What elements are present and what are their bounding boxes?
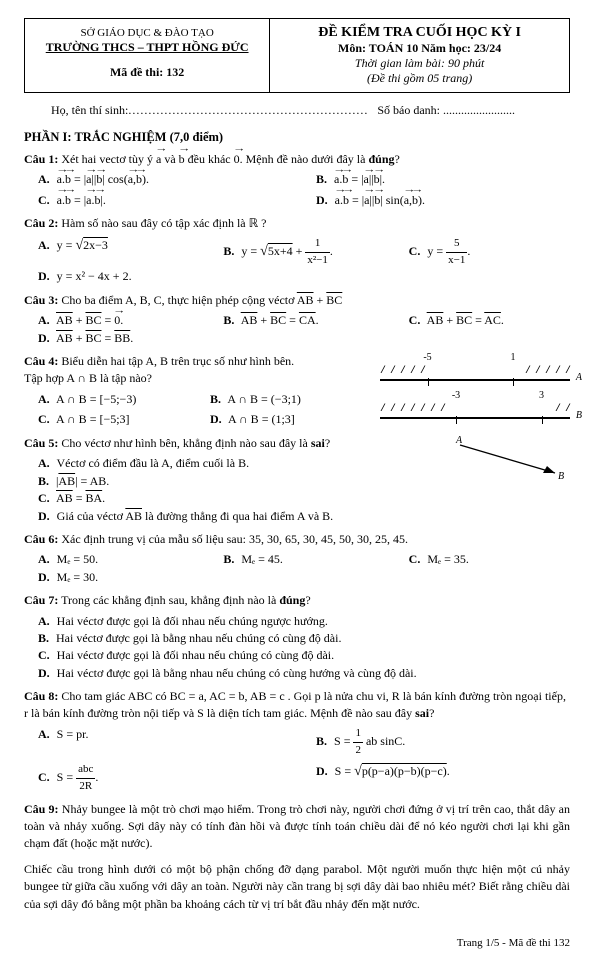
q1-opt-c: C. a.b = |a.b|. bbox=[38, 192, 292, 209]
question-6: Câu 6: Xác định trung vị của mẫu số liệu… bbox=[24, 531, 570, 586]
q7-opt-c: C. Hai véctơ được gọi là đối nhau nếu ch… bbox=[38, 647, 570, 664]
q9-label: Câu 9: bbox=[24, 802, 59, 816]
exam-code: Mã đề thi: 132 bbox=[33, 55, 261, 80]
question-7: Câu 7: Trong các khẳng định sau, khẳng đ… bbox=[24, 592, 570, 682]
q2-label: Câu 2: bbox=[24, 216, 58, 230]
q6-opt-a: A. Mₑ = 50. bbox=[38, 551, 199, 568]
school: TRƯỜNG THCS – THPT HỒNG ĐỨC bbox=[46, 40, 249, 54]
section-1-title: PHẦN I: TRẮC NGHIỆM (7,0 điểm) bbox=[24, 130, 570, 145]
q6-opt-c: C. Mₑ = 35. bbox=[409, 551, 570, 568]
q3-opt-b: B. AB + BC = CA. bbox=[223, 312, 384, 329]
question-8: Câu 8: Cho tam giác ABC có BC = a, AC = … bbox=[24, 688, 570, 795]
q5-opt-c: C. AB = BA. bbox=[38, 490, 570, 507]
q4-label: Câu 4: bbox=[24, 354, 58, 368]
q6-opt-d: D. Mₑ = 30. bbox=[38, 569, 570, 586]
page-footer: Trang 1/5 - Mã đề thi 132 bbox=[24, 937, 570, 949]
question-9: Câu 9: Nhảy bungee là một trò chơi mạo h… bbox=[24, 801, 570, 913]
q2-opt-a: A. y = √2x−3 bbox=[38, 236, 199, 269]
q3-opt-c: C. AB + BC = AC. bbox=[409, 312, 570, 329]
q3-opt-d: D. AB + BC = BB. bbox=[38, 330, 570, 347]
q5-label: Câu 5: bbox=[24, 436, 58, 450]
q5-opt-d: D. Giá của véctơ AB là đường thẳng đi qu… bbox=[38, 508, 570, 525]
name-label: Họ, tên thí sinh: bbox=[51, 103, 128, 117]
svg-text:B: B bbox=[558, 471, 564, 481]
question-3: Câu 3: Cho ba điểm A, B, C, thực hiện ph… bbox=[24, 292, 570, 347]
q4-opt-a: A. A ∩ B = [−5;−3) bbox=[38, 391, 186, 408]
exam-pages: (Đề thi gồm 05 trang) bbox=[367, 71, 472, 85]
q4-line2: Tập hợp A ∩ B là tập nào? bbox=[24, 371, 152, 385]
q1-label: Câu 1: bbox=[24, 152, 58, 166]
exam-subject: Môn: TOÁN 10 Năm học: 23/24 bbox=[338, 41, 501, 55]
q7-opt-a: A. Hai véctơ được gọi là đối nhau nếu ch… bbox=[38, 613, 570, 630]
q6-opt-b: B. Mₑ = 45. bbox=[223, 551, 384, 568]
question-4: / / / / / -5 1 / / / / / A / / / / / / /… bbox=[24, 353, 570, 429]
q7-label: Câu 7: bbox=[24, 593, 58, 607]
question-2: Câu 2: Hàm số nào sau đây có tập xác địn… bbox=[24, 215, 570, 286]
exam-header: SỞ GIÁO DỤC & ĐÀO TẠO TRƯỜNG THCS – THPT… bbox=[24, 18, 570, 93]
q8-opt-d: D. S = √p(p−a)(p−b)(p−c). bbox=[316, 762, 570, 795]
dept: SỞ GIÁO DỤC & ĐÀO TẠO bbox=[80, 27, 213, 39]
q4-figure: / / / / / -5 1 / / / / / A / / / / / / /… bbox=[380, 353, 570, 429]
q8-opt-b: B. S = 12 ab sinC. bbox=[316, 726, 570, 759]
q7-opt-b: B. Hai véctơ được gọi là bằng nhau nếu c… bbox=[38, 630, 570, 647]
q3-opt-a: A. AB + BC = 0. bbox=[38, 312, 199, 329]
question-5: A B Câu 5: Cho véctơ như hình bên, khẳng… bbox=[24, 435, 570, 525]
q8-opt-a: A. S = pr. bbox=[38, 726, 292, 759]
q8-opt-c: C. S = abc2R. bbox=[38, 762, 292, 795]
q3-label: Câu 3: bbox=[24, 293, 58, 307]
q2-opt-c: C. y = 5x−1. bbox=[409, 236, 570, 269]
q6-label: Câu 6: bbox=[24, 532, 58, 546]
q4-opt-d: D. A ∩ B = (1;3] bbox=[210, 411, 358, 428]
q5-figure: A B bbox=[450, 435, 570, 481]
exam-time: Thời gian làm bài: 90 phút bbox=[355, 56, 484, 70]
q1-opt-d: D. a.b = |a||b| sin(a,b). bbox=[316, 192, 570, 209]
q4-opt-b: B. A ∩ B = (−3;1) bbox=[210, 391, 358, 408]
id-label: Số báo danh: bbox=[377, 103, 440, 117]
q2-opt-d: D. y = x² − 4x + 2. bbox=[38, 268, 570, 285]
q9-para2: Chiếc cầu trong hình dưới có một bộ phận… bbox=[24, 862, 570, 911]
q8-label: Câu 8: bbox=[24, 689, 58, 703]
svg-text:A: A bbox=[455, 435, 463, 446]
question-1: Câu 1: Xét hai vectơ tùy ý a và b đều kh… bbox=[24, 151, 570, 209]
candidate-info: Họ, tên thí sinh: Số báo danh: .........… bbox=[24, 103, 570, 118]
exam-title: ĐỀ KIỂM TRA CUỐI HỌC KỲ I bbox=[318, 25, 521, 40]
q7-opt-d: D. Hai véctơ được gọi là bằng nhau nếu c… bbox=[38, 665, 570, 682]
q4-opt-c: C. A ∩ B = [−5;3] bbox=[38, 411, 186, 428]
q2-opt-b: B. y = √5x+4 + 1x²−1. bbox=[223, 236, 384, 269]
